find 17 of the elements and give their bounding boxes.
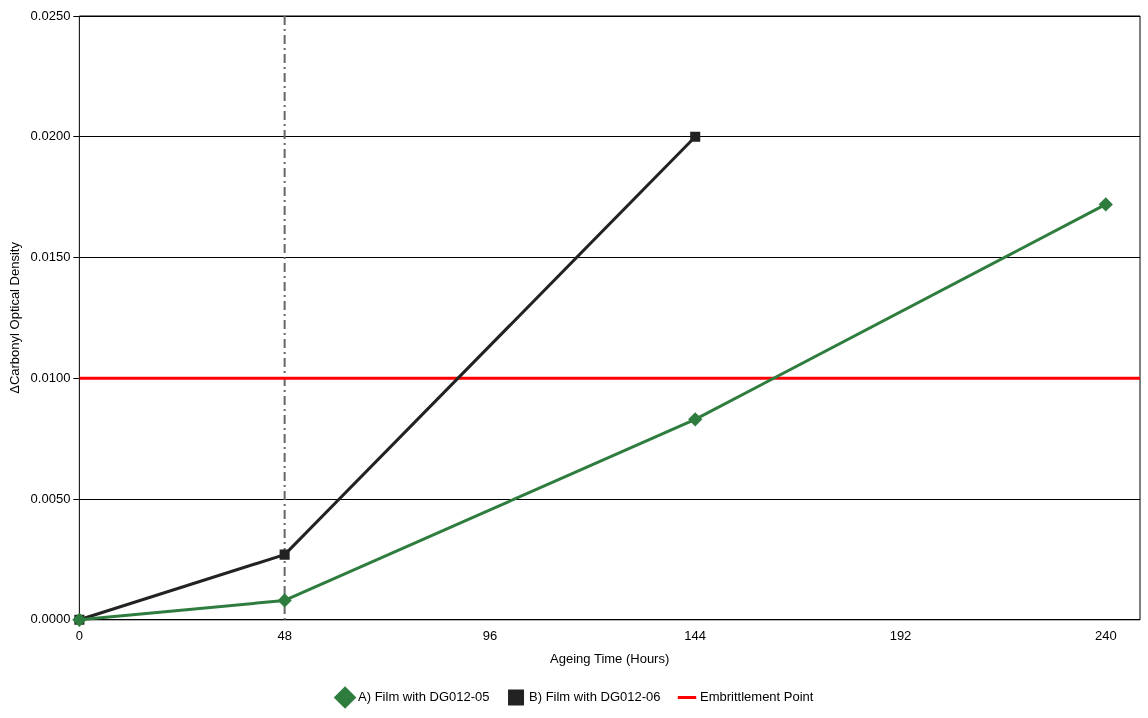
x-tick-label: 0 — [75, 628, 83, 644]
x-tick-label: 192 — [889, 628, 912, 644]
x-tick-label: 48 — [277, 628, 292, 644]
x-axis-title: Ageing Time (Hours) — [550, 650, 670, 666]
legend-label: Embrittlement Point — [700, 689, 814, 705]
y-tick-label: 0.0000 — [30, 611, 71, 627]
x-tick-label: 96 — [482, 628, 498, 644]
y-tick-label: 0.0200 — [30, 128, 71, 144]
x-tick-label: 144 — [684, 628, 707, 644]
y-tick-label: 0.0250 — [30, 7, 71, 23]
legend-label: B) Film with DG012-06 — [529, 689, 661, 705]
y-tick-label: 0.0100 — [30, 369, 71, 385]
y-axis-title: ΔCarbonyl Optical Density — [7, 241, 23, 394]
legend-label: A) Film with DG012-05 — [358, 689, 490, 705]
x-tick-label: 240 — [1094, 628, 1117, 644]
y-tick-label: 0.0050 — [30, 490, 71, 506]
y-tick-label: 0.0150 — [30, 249, 71, 265]
